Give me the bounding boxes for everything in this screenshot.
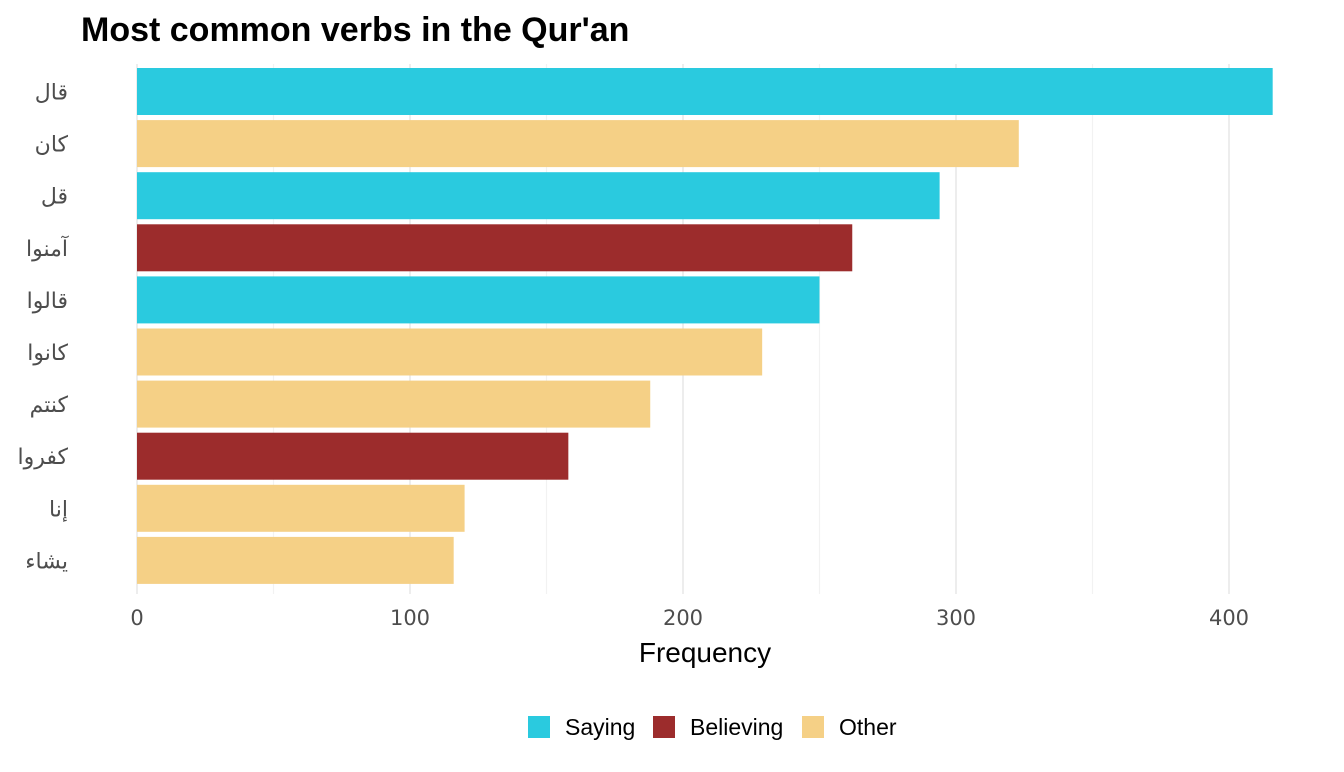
bar: [137, 328, 763, 376]
x-axis-tick-labels: 0 100 200 300 400: [130, 606, 1249, 630]
x-tick-label: 0: [130, 606, 143, 630]
bar: [137, 380, 651, 428]
legend: Saying Believing Other: [528, 714, 897, 740]
y-axis-labels: قال كان قل آمنوا قالوا كانوا كنتم كفروا إنا يشاء: [18, 81, 69, 575]
legend-item: Other: [802, 714, 897, 740]
category-label: قل: [41, 185, 68, 210]
legend-swatch: [802, 716, 824, 738]
legend-swatch: [528, 716, 550, 738]
bar: [137, 68, 1273, 115]
legend-item: Saying: [528, 714, 635, 740]
bars: [137, 68, 1273, 584]
x-axis-title: Frequency: [639, 637, 771, 668]
bar: [137, 484, 465, 532]
bar: [137, 432, 569, 480]
bar: [137, 536, 454, 584]
legend-label: Other: [839, 714, 897, 740]
x-tick-label: 400: [1209, 606, 1249, 630]
bar: [137, 276, 820, 324]
category-label: آمنوا: [26, 235, 69, 262]
category-label: كفروا: [18, 445, 69, 470]
category-label: إنا: [49, 497, 68, 522]
legend-item: Believing: [653, 714, 783, 740]
bar: [137, 172, 940, 220]
legend-label: Saying: [565, 714, 635, 740]
category-label: قالوا: [27, 289, 68, 314]
x-tick-label: 200: [663, 606, 703, 630]
chart-title: Most common verbs in the Qur'an: [81, 11, 629, 49]
x-tick-label: 300: [936, 606, 976, 630]
x-tick-label: 100: [390, 606, 430, 630]
legend-swatch: [653, 716, 675, 738]
category-label: كنتم: [30, 393, 69, 418]
legend-label: Believing: [690, 714, 783, 740]
category-label: قال: [35, 81, 68, 106]
category-label: كانوا: [27, 341, 68, 366]
bar: [137, 224, 853, 272]
category-label: كان: [35, 133, 69, 158]
bar: [137, 120, 1019, 168]
category-label: يشاء: [25, 549, 68, 574]
